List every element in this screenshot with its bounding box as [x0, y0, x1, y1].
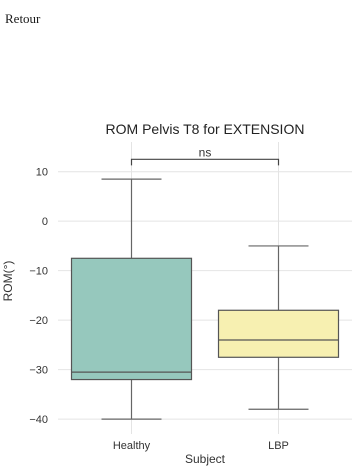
x-tick-labels: Healthy LBP — [113, 440, 289, 452]
y-tick-label: 0 — [42, 216, 48, 228]
chart-title: ROM Pelvis T8 for EXTENSION — [106, 121, 305, 137]
lbp-box — [217, 309, 340, 358]
y-tick-label: −20 — [29, 315, 48, 327]
significance-bracket — [130, 158, 280, 166]
y-axis-title: ROM(°) — [1, 261, 15, 302]
y-tick-label: −40 — [29, 414, 48, 426]
healthy-box — [70, 257, 193, 381]
y-tick-label: −30 — [29, 365, 48, 377]
significance-label: ns — [199, 145, 212, 159]
y-tick-label: −10 — [29, 266, 48, 278]
x-tick-label: Healthy — [113, 440, 151, 452]
retour-link[interactable]: Retour — [5, 11, 41, 26]
box-layer — [70, 178, 340, 420]
x-tick-label: LBP — [268, 440, 289, 452]
y-tick-label: 10 — [36, 167, 48, 179]
x-axis-title: Subject — [185, 452, 226, 466]
significance-annotation: ns — [130, 145, 280, 166]
y-tick-labels: 10 0 −10 −20 −30 −40 — [29, 167, 48, 426]
